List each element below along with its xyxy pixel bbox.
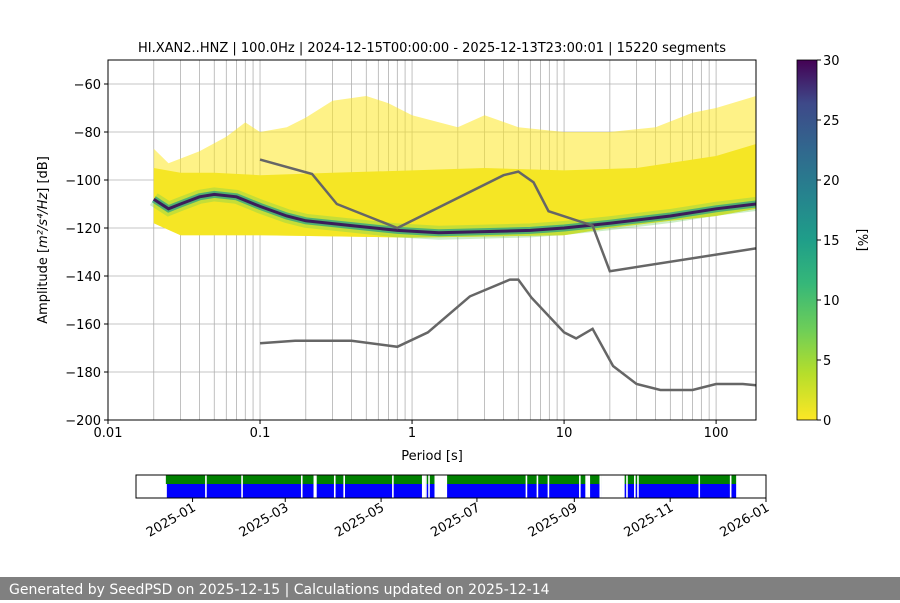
timeline-frame [135, 474, 767, 499]
data-gap [601, 475, 625, 498]
timeline-tick-label: 2026-01 [717, 500, 772, 540]
data-gap [525, 475, 528, 498]
data-gap [547, 475, 550, 498]
x-tick-label: 0.1 [250, 426, 271, 441]
y-tick-label: −160 [65, 318, 101, 333]
timeline-tick-label: 2025-05 [333, 500, 388, 540]
y-tick-label: −140 [65, 270, 101, 285]
nhnm-line [259, 158, 756, 273]
colorbar-tick-label: 10 [823, 294, 840, 309]
data-gap [698, 475, 701, 498]
data-gap [428, 475, 430, 498]
x-tick-label: 100 [704, 426, 729, 441]
x-tick-label: 1 [408, 426, 416, 441]
timeline-tick-label: 2025-03 [237, 500, 292, 540]
colorbar-tick-label: 15 [823, 234, 840, 249]
y-tick-label: −180 [65, 366, 101, 381]
data-gap [634, 475, 636, 498]
plot-frame [107, 59, 757, 421]
data-gap [579, 475, 581, 498]
data-gap [425, 475, 427, 498]
data-gap [585, 475, 591, 498]
x-tick-label: 0.01 [94, 426, 123, 441]
x-axis-label: Period [s] [401, 449, 463, 464]
data-gap [333, 475, 336, 498]
colorbar-tick-label: 5 [823, 354, 831, 369]
data-gap [599, 475, 602, 498]
pdf-core-region [153, 144, 756, 238]
data-gap [536, 475, 539, 498]
footer: Generated by SeedPSD on 2025-12-15 | Cal… [0, 577, 900, 600]
data-available-bar [166, 484, 737, 498]
y-tick-label: −200 [65, 414, 101, 429]
data-gap [421, 475, 426, 498]
psd-used-bar [165, 475, 737, 484]
data-gap [626, 475, 628, 498]
y-axis-label: Amplitude [m²/s⁴/Hz] [dB] [36, 156, 51, 324]
timeline-tick-label: 2025-11 [622, 500, 677, 540]
y-tick-label: −100 [65, 174, 101, 189]
data-gap [241, 475, 243, 498]
timeline-tick-label: 2025-09 [526, 500, 581, 540]
data-gap [313, 475, 317, 498]
data-gap [343, 475, 345, 498]
data-gap [637, 475, 639, 498]
data-gap [300, 475, 303, 498]
timeline-tick-label: 2025-07 [428, 500, 483, 540]
colorbar [796, 59, 818, 421]
y-tick-label: −80 [74, 126, 101, 141]
colorbar-label: [%] [854, 229, 869, 252]
data-gap [434, 475, 448, 498]
colorbar-tick-label: 30 [823, 54, 840, 69]
y-tick-label: −60 [74, 78, 101, 93]
colorbar-tick-label: 25 [823, 114, 840, 129]
pdf-mode-line [152, 192, 756, 235]
data-gap [729, 475, 732, 498]
colorbar-tick-label: 0 [823, 414, 831, 429]
data-gap [392, 475, 394, 498]
data-gap [205, 475, 207, 498]
y-tick-label: −120 [65, 222, 101, 237]
chart-title: HI.XAN2..HNZ | 100.0Hz | 2024-12-15T00:0… [138, 41, 726, 56]
colorbar-tick-label: 20 [823, 174, 840, 189]
nlnm-line [259, 278, 756, 392]
x-tick-label: 10 [556, 426, 573, 441]
timeline-tick-label: 2025-01 [144, 500, 199, 540]
